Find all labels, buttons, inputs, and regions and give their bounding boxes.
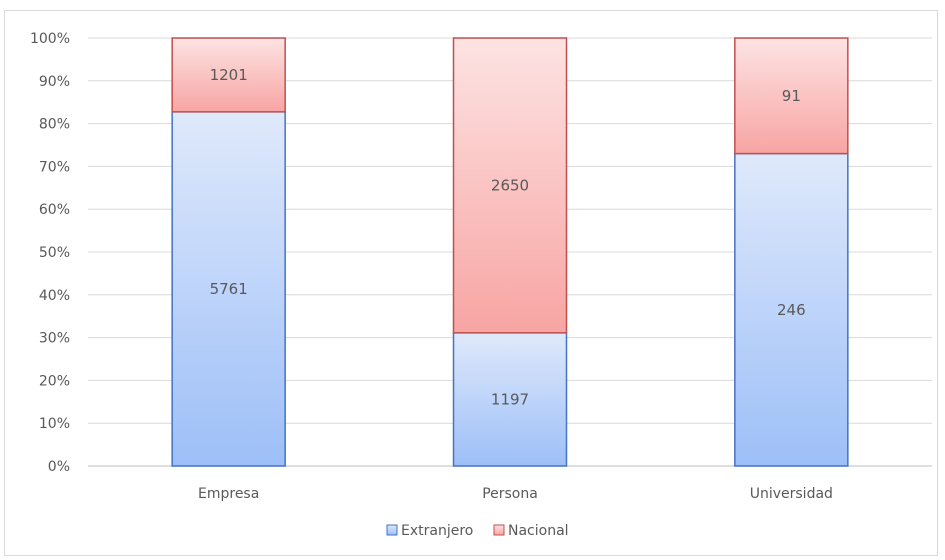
y-tick-label: 40% [39,288,70,304]
legend-label-extranjero: Extranjero [401,523,473,539]
data-label: 5761 [210,280,248,298]
x-category-label: Universidad [750,486,833,502]
legend-swatch-nacional [493,524,505,536]
bars [171,37,849,467]
y-tick-label: 0% [48,459,70,475]
y-tick-label: 20% [39,373,70,389]
y-tick-label: 100% [30,31,70,47]
bar-nacional-universidad [734,37,849,155]
legend-swatch-extranjero [386,524,398,536]
bar-nacional-empresa [171,37,286,113]
y-tick-label: 60% [39,202,70,218]
legend: Extranjero Nacional [386,523,569,539]
data-label: 91 [782,87,801,105]
bar-extranjero-persona [452,332,568,467]
legend-label-nacional: Nacional [508,523,569,539]
y-tick-label: 30% [39,331,70,347]
y-tick-label: 10% [39,416,70,432]
bar-nacional-persona [452,37,568,334]
x-axis-category-labels: Empresa Persona Universidad [198,486,833,502]
data-label: 1201 [210,66,248,84]
y-tick-label: 80% [39,117,70,133]
x-category-label: Persona [482,486,538,502]
bar-extranjero-empresa [171,111,286,467]
data-labels: 5761 1201 1197 2650 246 91 [210,66,806,408]
y-tick-label: 50% [39,245,70,261]
data-label: 1197 [491,390,529,408]
y-tick-label: 70% [39,159,70,175]
y-axis-tick-labels: 0% 10% 20% 30% 40% 50% 60% 70% 80% 90% 100% [30,31,70,475]
data-label: 246 [777,301,806,319]
data-label: 2650 [491,176,529,194]
y-tick-label: 90% [39,74,70,90]
x-category-label: Empresa [198,486,259,502]
